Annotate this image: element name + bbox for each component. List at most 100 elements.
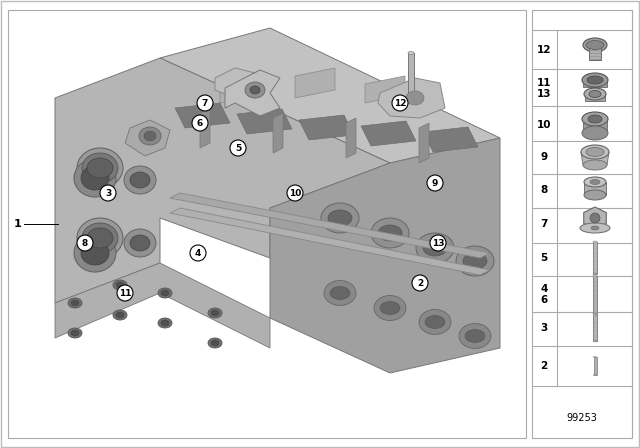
Text: 11: 11: [119, 289, 131, 297]
Text: 13: 13: [537, 89, 551, 99]
Bar: [408, 53, 414, 93]
Ellipse shape: [584, 88, 606, 100]
Ellipse shape: [245, 82, 265, 98]
Circle shape: [117, 285, 133, 301]
Ellipse shape: [113, 310, 127, 320]
Ellipse shape: [425, 315, 445, 328]
Ellipse shape: [74, 159, 116, 197]
Ellipse shape: [68, 298, 82, 308]
Circle shape: [287, 185, 303, 201]
Polygon shape: [365, 76, 405, 103]
Ellipse shape: [593, 340, 596, 342]
Text: 7: 7: [202, 99, 208, 108]
Text: 10: 10: [537, 120, 551, 130]
Polygon shape: [270, 138, 500, 373]
Ellipse shape: [582, 112, 608, 126]
Ellipse shape: [582, 73, 608, 87]
Bar: [8, 10, 526, 438]
Ellipse shape: [582, 126, 608, 140]
Polygon shape: [175, 103, 230, 128]
Text: 7: 7: [540, 219, 548, 229]
Circle shape: [192, 115, 208, 131]
Text: 12: 12: [394, 99, 406, 108]
Ellipse shape: [124, 166, 156, 194]
Ellipse shape: [419, 310, 451, 335]
Text: 9: 9: [432, 178, 438, 188]
Ellipse shape: [380, 302, 400, 314]
Text: 8: 8: [82, 238, 88, 247]
Bar: [593, 276, 597, 314]
Ellipse shape: [321, 203, 359, 233]
Ellipse shape: [161, 320, 169, 326]
Ellipse shape: [463, 253, 487, 269]
Polygon shape: [170, 208, 490, 275]
Polygon shape: [160, 28, 500, 163]
Polygon shape: [581, 152, 609, 165]
Ellipse shape: [593, 374, 596, 376]
Ellipse shape: [591, 226, 599, 230]
Ellipse shape: [584, 190, 606, 200]
Polygon shape: [200, 108, 210, 148]
Circle shape: [392, 95, 408, 111]
Polygon shape: [225, 70, 280, 116]
Text: 10: 10: [289, 189, 301, 198]
Circle shape: [197, 95, 213, 111]
Text: 3: 3: [105, 189, 111, 198]
Ellipse shape: [593, 314, 596, 316]
Ellipse shape: [465, 329, 485, 343]
Circle shape: [100, 185, 116, 201]
Circle shape: [430, 235, 446, 251]
Ellipse shape: [581, 145, 609, 159]
Ellipse shape: [374, 296, 406, 320]
Ellipse shape: [590, 213, 600, 223]
Text: 12: 12: [537, 45, 551, 55]
Ellipse shape: [330, 287, 350, 300]
Ellipse shape: [593, 313, 597, 315]
Polygon shape: [584, 182, 606, 195]
Ellipse shape: [586, 147, 604, 156]
Ellipse shape: [113, 280, 127, 290]
Polygon shape: [346, 118, 356, 158]
Ellipse shape: [584, 177, 606, 187]
Ellipse shape: [71, 300, 79, 306]
Ellipse shape: [328, 210, 352, 226]
Polygon shape: [378, 78, 445, 118]
Ellipse shape: [583, 38, 607, 52]
Polygon shape: [419, 123, 429, 163]
Ellipse shape: [593, 241, 597, 243]
Ellipse shape: [324, 280, 356, 306]
Ellipse shape: [208, 308, 222, 318]
Ellipse shape: [74, 234, 116, 272]
Ellipse shape: [130, 235, 150, 251]
Polygon shape: [361, 121, 416, 146]
Ellipse shape: [158, 318, 172, 328]
Ellipse shape: [116, 282, 124, 288]
Text: 1: 1: [14, 219, 22, 229]
Text: 8: 8: [540, 185, 548, 195]
Bar: [583, 119, 607, 133]
Text: 6: 6: [197, 119, 203, 128]
Ellipse shape: [593, 356, 596, 358]
Ellipse shape: [116, 312, 124, 318]
Text: 5: 5: [540, 253, 548, 263]
Text: 9: 9: [540, 152, 548, 162]
Polygon shape: [55, 58, 390, 303]
Ellipse shape: [82, 223, 118, 253]
Ellipse shape: [593, 273, 597, 275]
Ellipse shape: [130, 172, 150, 188]
Circle shape: [77, 235, 93, 251]
Ellipse shape: [139, 127, 161, 145]
Ellipse shape: [81, 241, 109, 265]
Ellipse shape: [77, 148, 123, 188]
Ellipse shape: [208, 338, 222, 348]
Ellipse shape: [378, 225, 402, 241]
Ellipse shape: [81, 166, 109, 190]
Ellipse shape: [87, 158, 113, 178]
Ellipse shape: [144, 131, 156, 141]
Text: 2: 2: [540, 361, 548, 371]
Ellipse shape: [588, 115, 602, 123]
Bar: [589, 45, 601, 60]
Polygon shape: [295, 68, 335, 98]
Text: 5: 5: [235, 143, 241, 152]
Ellipse shape: [87, 228, 113, 248]
